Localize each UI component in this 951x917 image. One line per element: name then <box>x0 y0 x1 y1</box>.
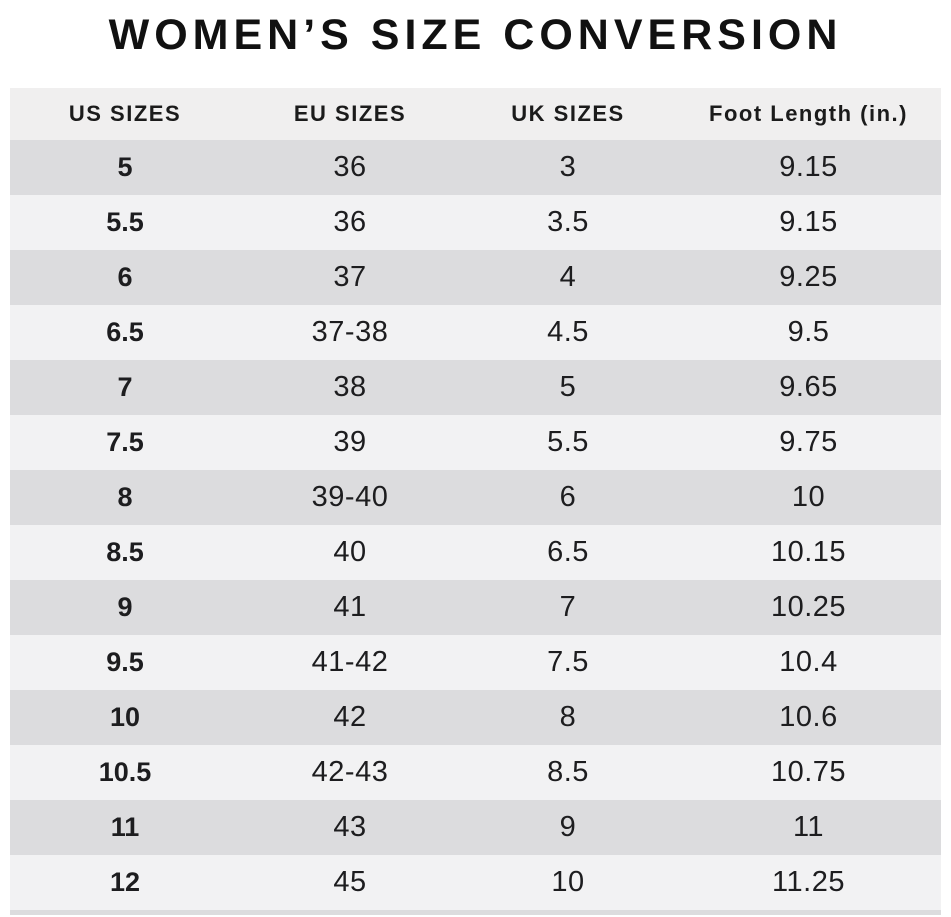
uk-size-cell: 3.5 <box>547 206 589 238</box>
header-cell-us-sizes: US SIZES <box>10 88 240 140</box>
page-title: WOMEN’S SIZE CONVERSION <box>108 11 843 59</box>
size-conversion-table-container: US SIZES EU SIZES UK SIZES Foot Length (… <box>10 88 941 910</box>
uk-size-cell: 10 <box>551 866 585 898</box>
uk-size-cell: 4.5 <box>547 316 589 348</box>
eu-size-cell: 36 <box>333 151 367 183</box>
table-row: 11 43 9 11 <box>10 800 941 855</box>
foot-length-cell: 10 <box>791 481 826 513</box>
us-size-cell: 5.5 <box>106 207 144 237</box>
table-row: 10 42 8 10.6 <box>10 690 941 745</box>
eu-size-cell: 41-42 <box>311 646 389 678</box>
uk-size-cell: 8 <box>559 701 577 733</box>
us-size-cell: 9 <box>117 592 133 622</box>
size-conversion-table: US SIZES EU SIZES UK SIZES Foot Length (… <box>10 88 941 910</box>
table-row: 10.5 42-43 8.5 10.75 <box>10 745 941 800</box>
eu-size-cell: 42-43 <box>311 756 389 788</box>
table-row: 5.5 36 3.5 9.15 <box>10 195 941 250</box>
us-size-cell: 8 <box>117 482 133 512</box>
us-size-cell: 7.5 <box>106 427 144 457</box>
foot-length-cell: 11 <box>792 811 825 843</box>
us-size-cell: 6 <box>117 262 133 292</box>
header-row: US SIZES EU SIZES UK SIZES Foot Length (… <box>10 88 941 140</box>
uk-size-cell: 8.5 <box>547 756 589 788</box>
uk-size-cell: 3 <box>559 151 577 183</box>
header-cell-eu-sizes: EU SIZES <box>240 88 460 140</box>
table-row: 12 45 10 11.25 <box>10 855 941 910</box>
table-bottom-partial-row <box>10 910 941 915</box>
eu-size-cell: 39-40 <box>311 481 389 513</box>
uk-size-cell: 6.5 <box>547 536 589 568</box>
foot-length-cell: 9.5 <box>787 316 830 348</box>
uk-size-cell: 4 <box>559 261 577 293</box>
us-size-cell: 10.5 <box>98 757 152 787</box>
foot-length-cell: 9.15 <box>779 151 838 183</box>
eu-size-cell: 42 <box>333 701 367 733</box>
us-size-cell: 6.5 <box>106 317 144 347</box>
header-cell-foot-length: Foot Length (in.) <box>676 88 941 140</box>
uk-size-cell: 9 <box>559 811 577 843</box>
table-row: 7 38 5 9.65 <box>10 360 941 415</box>
table-row: 6 37 4 9.25 <box>10 250 941 305</box>
uk-size-cell: 5 <box>559 371 577 403</box>
uk-size-cell: 7 <box>559 591 577 623</box>
foot-length-cell: 10.75 <box>770 756 847 788</box>
us-size-cell: 9.5 <box>106 647 144 677</box>
foot-length-cell: 10.4 <box>779 646 838 678</box>
us-size-cell: 5 <box>117 152 133 182</box>
foot-length-cell: 9.25 <box>779 261 838 293</box>
foot-length-cell: 10.25 <box>770 591 847 623</box>
us-size-cell: 12 <box>109 867 141 897</box>
uk-size-cell: 5.5 <box>547 426 589 458</box>
table-row: 9.5 41-42 7.5 10.4 <box>10 635 941 690</box>
foot-length-cell: 10.15 <box>770 536 847 568</box>
table-row: 8.5 40 6.5 10.15 <box>10 525 941 580</box>
us-size-cell: 11 <box>110 812 140 842</box>
table-row: 6.5 37-38 4.5 9.5 <box>10 305 941 360</box>
eu-size-cell: 36 <box>333 206 367 238</box>
eu-size-cell: 38 <box>333 371 367 403</box>
eu-size-cell: 41 <box>333 591 367 623</box>
eu-size-cell: 39 <box>333 426 367 458</box>
uk-size-cell: 6 <box>559 481 577 513</box>
us-size-cell: 10 <box>109 702 141 732</box>
eu-size-cell: 37 <box>333 261 367 293</box>
foot-length-cell: 9.65 <box>779 371 838 403</box>
eu-size-cell: 45 <box>333 866 367 898</box>
table-row: 5 36 3 9.15 <box>10 140 941 195</box>
table-row: 7.5 39 5.5 9.75 <box>10 415 941 470</box>
us-size-cell: 8.5 <box>106 537 144 567</box>
uk-size-cell: 7.5 <box>547 646 589 678</box>
eu-size-cell: 40 <box>333 536 367 568</box>
table-row: 8 39-40 6 10 <box>10 470 941 525</box>
eu-size-cell: 43 <box>333 811 367 843</box>
eu-size-cell: 37-38 <box>311 316 389 348</box>
us-size-cell: 7 <box>117 372 133 402</box>
foot-length-cell: 9.75 <box>779 426 838 458</box>
foot-length-cell: 11.25 <box>772 866 845 898</box>
table-row: 9 41 7 10.25 <box>10 580 941 635</box>
header-cell-uk-sizes: UK SIZES <box>460 88 676 140</box>
foot-length-cell: 10.6 <box>779 701 838 733</box>
foot-length-cell: 9.15 <box>779 206 838 238</box>
